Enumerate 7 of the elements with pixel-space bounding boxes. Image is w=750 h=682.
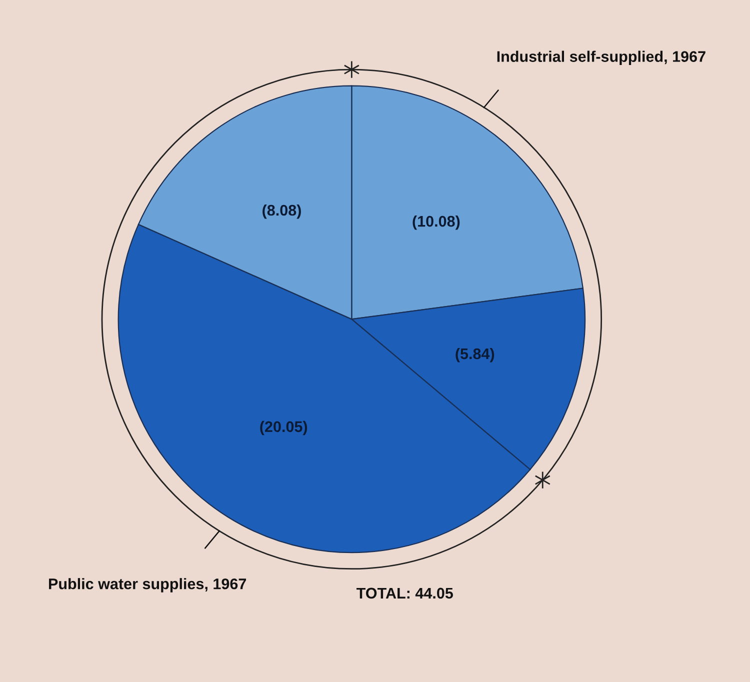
data-label: (5.84) <box>456 348 494 362</box>
data-label: (20.05) <box>260 420 308 436</box>
text: Public water supplies, 1967 <box>49 578 246 592</box>
text: TOTAL: 44.05 <box>356 588 453 599</box>
data-label: (8.08) <box>262 204 301 219</box>
text: Industrial self-supplied, 1967 <box>497 50 706 65</box>
data-label: (10.08) <box>412 215 460 230</box>
